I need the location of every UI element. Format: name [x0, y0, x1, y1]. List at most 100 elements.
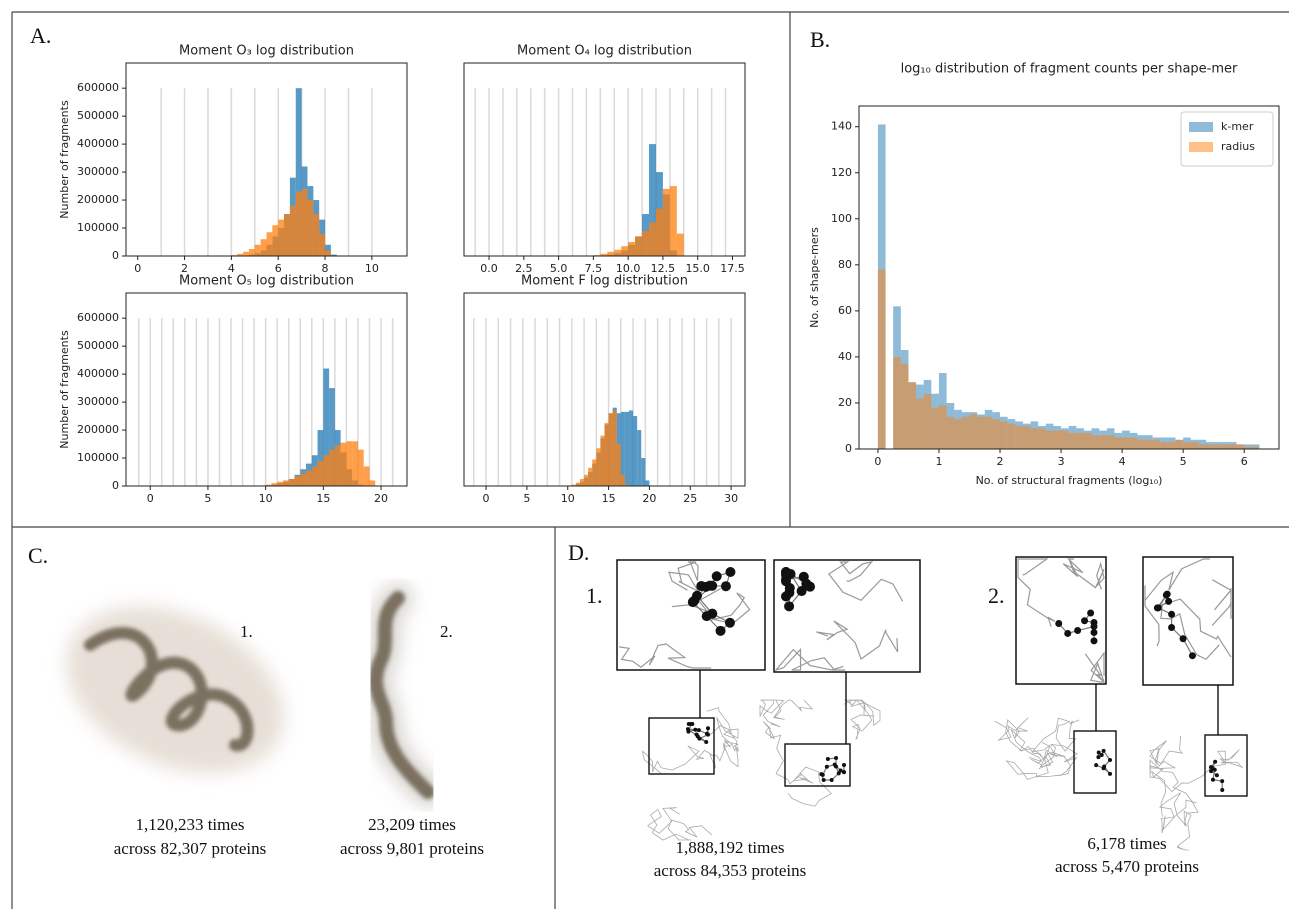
y-tick-label: 140 — [831, 120, 852, 133]
y-tick-label: 500000 — [77, 339, 119, 352]
histogram-bar — [624, 411, 630, 486]
backbone-trace — [1149, 749, 1243, 817]
residue — [821, 778, 826, 782]
x-tick-label: 15 — [602, 492, 616, 505]
histogram-bar — [1030, 428, 1039, 449]
histogram-bar — [1137, 439, 1146, 449]
item-label: 1. — [240, 622, 253, 641]
residue — [696, 728, 701, 733]
histogram-bar — [916, 398, 924, 449]
histogram-bar — [289, 205, 296, 256]
residue — [1210, 777, 1215, 782]
histogram-bar — [575, 482, 580, 486]
histogram-bar — [900, 363, 909, 449]
histogram-bar — [282, 480, 289, 486]
histogram-bar — [1076, 432, 1084, 449]
histogram-bar — [323, 455, 330, 486]
histogram-bar — [616, 444, 621, 486]
x-tick-label: 0 — [483, 492, 490, 505]
histogram-bar — [1099, 435, 1107, 449]
backbone-trace — [774, 647, 846, 672]
histogram-bar — [237, 253, 244, 256]
backbone-trace — [759, 699, 814, 728]
x-tick-label: 8 — [322, 262, 329, 275]
histogram-bar — [1198, 444, 1207, 449]
histogram-bar — [346, 441, 353, 486]
x-tick-label: 12.5 — [651, 262, 676, 275]
histogram-bar — [317, 430, 324, 486]
histogram-bar — [307, 200, 314, 256]
residue — [1214, 773, 1219, 778]
histogram-bar — [357, 449, 364, 486]
y-axis-label: Number of fragments — [58, 330, 71, 449]
histogram-bar — [266, 232, 273, 256]
histogram-bar — [1045, 430, 1054, 449]
residue — [704, 739, 709, 744]
caption: 1,120,233 times — [135, 815, 244, 834]
residue — [838, 768, 843, 773]
chart-title: Moment O₅ log distribution — [179, 274, 354, 289]
histogram-bar — [649, 144, 656, 256]
residue — [1090, 628, 1098, 636]
backbone-trace — [1084, 651, 1106, 683]
y-tick-label: 600000 — [77, 81, 119, 94]
histogram-bar — [1091, 435, 1100, 449]
histogram-bar — [277, 481, 283, 486]
histogram-bar — [295, 191, 302, 256]
histogram-bar — [893, 356, 901, 449]
backbone-trace — [641, 745, 739, 774]
histogram-bar — [1106, 435, 1115, 449]
backbone-trace — [816, 620, 899, 660]
x-tick-label: 5.0 — [550, 262, 568, 275]
histogram-bar — [969, 414, 978, 449]
caption: 1,888,192 times — [675, 838, 784, 857]
y-tick-label: 600000 — [77, 311, 119, 324]
x-tick-label: 20 — [374, 492, 388, 505]
histogram-bar — [612, 410, 617, 486]
y-tick-label: 20 — [838, 396, 852, 409]
histogram-bar — [669, 186, 677, 256]
residue — [1081, 617, 1089, 625]
legend-swatch — [1189, 142, 1213, 152]
residue — [693, 727, 698, 732]
residue — [796, 586, 807, 597]
histogram-bar — [1000, 421, 1008, 449]
histogram-bar — [1068, 432, 1077, 449]
x-tick-label: 20 — [642, 492, 656, 505]
y-axis-label: No. of shape-mers — [808, 227, 821, 328]
residue — [1163, 590, 1171, 598]
y-tick-label: 300000 — [77, 395, 119, 408]
x-tick-label: 0 — [134, 262, 141, 275]
residue — [1220, 779, 1225, 784]
histogram-bar — [248, 249, 255, 256]
locator-box — [784, 743, 851, 787]
residue — [1154, 604, 1162, 612]
residue — [1108, 771, 1112, 776]
y-tick-label: 40 — [838, 350, 852, 363]
residue — [1188, 652, 1196, 660]
residue — [1179, 635, 1187, 643]
caption: across 82,307 proteins — [114, 839, 267, 858]
residue — [781, 591, 791, 602]
item-label: 2. — [440, 622, 453, 641]
histogram-bar — [295, 88, 302, 256]
y-tick-label: 100000 — [77, 221, 119, 234]
histogram-bar — [1007, 423, 1016, 449]
histogram-bar — [579, 479, 585, 486]
histogram-bar — [607, 251, 615, 256]
residue — [1108, 758, 1112, 763]
y-tick-label: 100 — [831, 212, 852, 225]
histogram-bar — [584, 474, 589, 486]
residue — [825, 756, 830, 761]
x-tick-label: 2.5 — [515, 262, 533, 275]
residue — [1074, 627, 1082, 635]
axes-frame — [125, 292, 408, 487]
residue — [1168, 623, 1176, 631]
residue — [842, 762, 846, 767]
backbone-trace — [1017, 558, 1056, 627]
residue — [1209, 765, 1213, 770]
axes-frame — [463, 62, 746, 257]
histogram-bar — [329, 449, 335, 486]
residue — [1101, 748, 1106, 753]
